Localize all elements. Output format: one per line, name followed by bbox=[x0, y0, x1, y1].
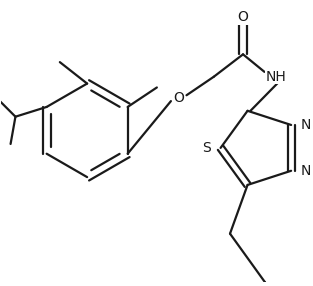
Text: O: O bbox=[238, 10, 249, 24]
Text: N: N bbox=[301, 164, 311, 178]
Text: O: O bbox=[173, 91, 184, 105]
Text: S: S bbox=[202, 141, 211, 155]
Text: NH: NH bbox=[266, 70, 286, 84]
Text: N: N bbox=[301, 118, 311, 132]
